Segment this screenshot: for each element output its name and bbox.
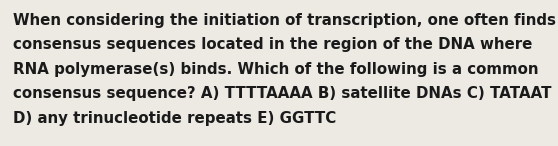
Text: RNA polymerase(s) binds. Which of the following is a common: RNA polymerase(s) binds. Which of the fo…	[13, 62, 538, 77]
Text: consensus sequence? A) TTTTAAAA B) satellite DNAs C) TATAAT: consensus sequence? A) TTTTAAAA B) satel…	[13, 86, 551, 101]
Text: When considering the initiation of transcription, one often finds: When considering the initiation of trans…	[13, 13, 556, 28]
Text: consensus sequences located in the region of the DNA where: consensus sequences located in the regio…	[13, 37, 532, 52]
Text: D) any trinucleotide repeats E) GGTTC: D) any trinucleotide repeats E) GGTTC	[13, 111, 336, 126]
